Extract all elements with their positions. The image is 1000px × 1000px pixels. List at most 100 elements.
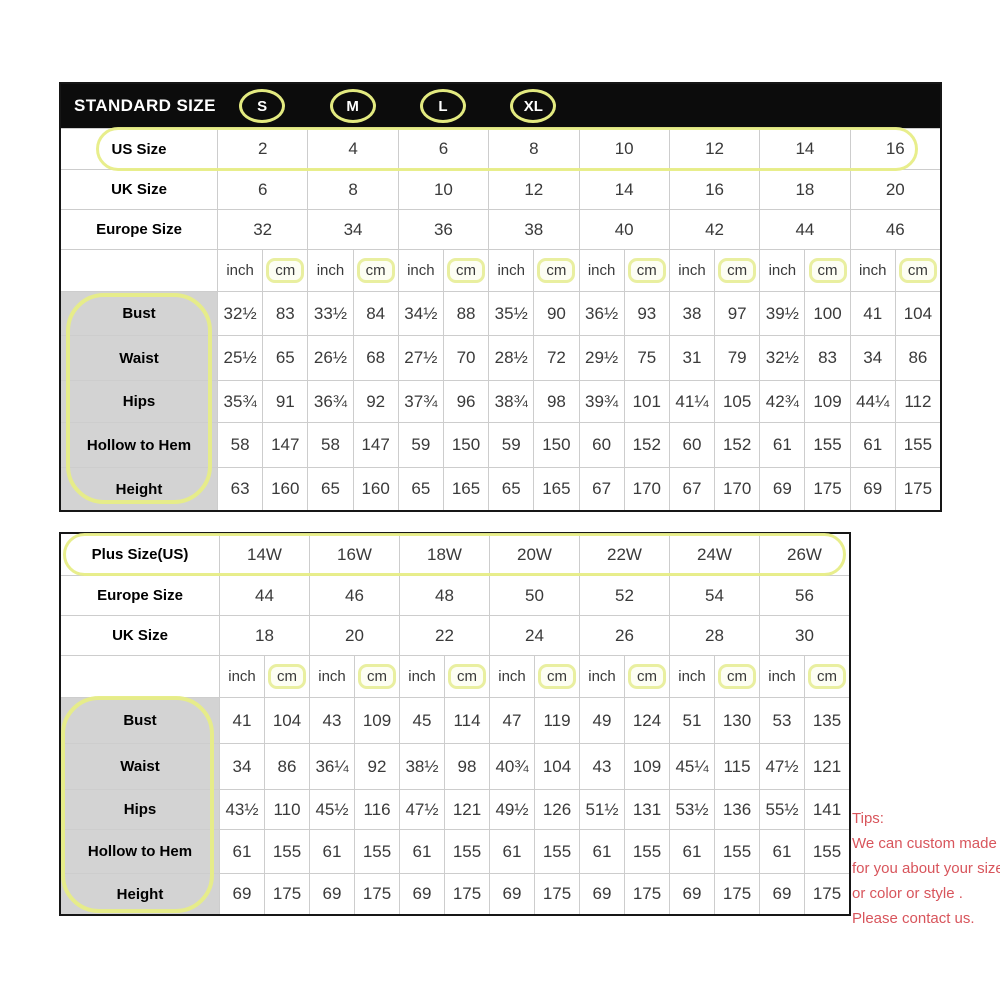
unit-inch-label: inch [678,668,706,685]
measure-value-cell: 121 [805,744,849,789]
unit-cm-label-highlighted: cm [808,664,846,689]
measure-value-cell: 155 [895,423,940,467]
tips-line: for you about your size [852,860,1000,877]
measure-value-cell: 51½ [580,790,624,829]
measure-value-cell: 88 [443,292,489,335]
size-value-cell: 18 [760,170,850,209]
measure-value-cell: 115 [715,744,759,789]
unit-cm-cell: cm [715,250,760,291]
measure-value-cell: 61 [220,830,264,873]
measure-value-cell: 100 [805,292,850,335]
measure-value-cell: 175 [535,874,579,914]
measure-value-cell: 152 [624,423,669,467]
measure-row-label: Hollow to Hem [61,423,217,467]
size-row-label: Europe Size [61,576,219,615]
unit-cm-cell: cm [624,250,669,291]
size-row-label: US Size [61,129,217,169]
measure-value-cell: 86 [895,336,940,380]
unit-cm-label-highlighted: cm [718,664,756,689]
measure-value-cell: 41¼ [669,381,715,422]
tips-note: Tips: We can custom made for you about y… [852,806,1000,931]
measure-value-cell: 69 [670,874,714,914]
measure-value-cell: 91 [263,381,308,422]
measure-value-cell: 55½ [760,790,804,829]
measure-value-cell: 165 [534,468,579,510]
size-value-cell: 54 [670,576,759,615]
measure-value-cell: 104 [265,698,309,743]
plus-size-table: Plus Size(US) 14W 16W 18W 20W 22W 24W 26W Europe… [59,532,851,916]
unit-cm-label-highlighted: cm [448,664,486,689]
measure-value-cell: 155 [535,830,579,873]
size-value-cell: 26W [760,534,849,575]
unit-inch-cell: inch [220,656,264,697]
unit-inch-label: inch [768,668,796,685]
measure-value-cell: 25½ [218,336,263,380]
measure-value-cell: 35¾ [218,381,263,422]
unit-cm-cell: cm [805,250,850,291]
measure-value-cell: 136 [715,790,759,829]
measure-value-cell: 61 [850,423,895,467]
measure-value-cell: 175 [265,874,309,914]
size-value-cell: 12 [489,170,579,209]
size-row-label: Plus Size(US) [61,534,219,575]
size-value-cell: 18W [400,534,489,575]
measure-value-cell: 155 [445,830,489,873]
unit-inch-label: inch [226,262,254,279]
size-value-cell: 24W [670,534,759,575]
measure-value-cell: 27½ [398,336,443,380]
measure-value-cell: 32½ [760,336,805,380]
unit-inch-cell: inch [760,250,805,291]
size-value-cell: 20 [310,616,399,655]
unit-cm-cell: cm [805,656,849,697]
measure-value-cell: 38 [669,292,715,335]
unit-cm-label-highlighted: cm [538,664,576,689]
unit-cm-label-highlighted: cm [266,258,305,283]
size-value-cell: 46 [850,210,940,249]
measure-value-cell: 51 [670,698,714,743]
size-value-cell: 20 [850,170,940,209]
measure-value-cell: 60 [669,423,715,467]
size-value-cell: 6 [218,170,308,209]
unit-cm-cell: cm [625,656,669,697]
unit-cm-cell: cm [355,656,399,697]
unit-cm-label-highlighted: cm [268,664,306,689]
size-value-cell: 48 [400,576,489,615]
unit-inch-label: inch [858,262,887,279]
size-group-circled-label: L [419,89,466,123]
measure-value-cell: 155 [265,830,309,873]
size-value-cell: 14W [220,534,309,575]
measure-value-cell: 49 [580,698,624,743]
measure-value-cell: 28½ [489,336,534,380]
unit-inch-cell: inch [580,656,624,697]
measure-value-cell: 29½ [579,336,624,380]
measure-value-cell: 59 [398,423,443,467]
measure-row-label: Bust [61,292,217,335]
size-value-cell: 18 [220,616,309,655]
measure-value-cell: 67 [579,468,624,510]
measure-value-cell: 36½ [579,292,624,335]
measure-row-label: Hollow to Hem [61,830,219,873]
measure-value-cell: 61 [310,830,354,873]
measure-value-cell: 65 [489,468,534,510]
unit-inch-label: inch [768,262,797,279]
unit-inch-cell: inch [490,656,534,697]
measure-value-cell: 131 [625,790,669,829]
unit-inch-cell: inch [850,250,895,291]
measure-value-cell: 31 [669,336,715,380]
measure-value-cell: 147 [353,423,398,467]
unit-inch-label: inch [318,668,346,685]
measure-value-cell: 83 [263,292,308,335]
unit-cm-label-highlighted: cm [356,258,395,283]
unit-cm-label-highlighted: cm [628,664,666,689]
size-value-cell: 22W [580,534,669,575]
measure-value-cell: 92 [355,744,399,789]
size-value-cell: 6 [398,129,489,169]
unit-cm-cell: cm [353,250,398,291]
measure-value-cell: 61 [760,830,804,873]
measure-value-cell: 69 [850,468,895,510]
measure-value-cell: 150 [443,423,489,467]
measure-value-cell: 105 [715,381,760,422]
measure-value-cell: 36¾ [308,381,353,422]
size-group-cell: L [398,89,488,123]
tips-line: We can custom made [852,835,997,852]
